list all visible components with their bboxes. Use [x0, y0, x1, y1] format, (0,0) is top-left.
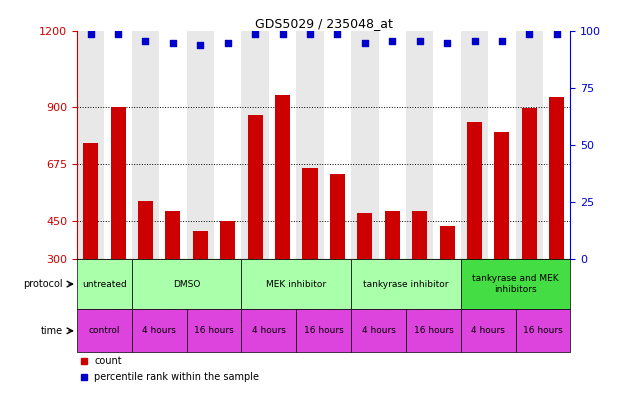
Bar	[242, 309, 296, 352]
Bar	[351, 259, 461, 309]
Point	[332, 31, 342, 37]
Text: 4 hours: 4 hours	[362, 326, 395, 335]
Text: 16 hours: 16 hours	[523, 326, 563, 335]
Text: 4 hours: 4 hours	[252, 326, 286, 335]
Point	[222, 40, 233, 46]
Text: tankyrase and MEK
inhibitors: tankyrase and MEK inhibitors	[472, 274, 559, 294]
Point	[524, 31, 535, 37]
Text: time: time	[41, 326, 63, 336]
Title: GDS5029 / 235048_at: GDS5029 / 235048_at	[254, 17, 393, 30]
Bar	[303, 168, 317, 259]
Bar	[132, 309, 187, 352]
Bar	[187, 31, 214, 259]
Text: control: control	[88, 326, 120, 335]
Bar	[214, 31, 242, 259]
Bar	[494, 132, 510, 259]
Bar	[165, 211, 180, 259]
Point	[250, 31, 260, 37]
Bar	[132, 31, 159, 259]
Bar	[221, 221, 235, 259]
Bar	[247, 115, 263, 259]
Text: 16 hours: 16 hours	[194, 326, 234, 335]
Point	[85, 31, 96, 37]
Text: protocol: protocol	[24, 279, 63, 289]
Text: count: count	[94, 356, 122, 367]
Bar	[104, 31, 132, 259]
Bar	[385, 211, 400, 259]
Bar	[132, 259, 242, 309]
Point	[113, 31, 123, 37]
Bar	[488, 31, 515, 259]
Bar	[467, 122, 482, 259]
Point	[140, 37, 151, 44]
Bar	[269, 31, 296, 259]
Bar	[379, 31, 406, 259]
Point	[442, 40, 453, 46]
Text: percentile rank within the sample: percentile rank within the sample	[94, 372, 259, 382]
Bar	[406, 309, 461, 352]
Bar	[412, 211, 427, 259]
Bar	[159, 31, 187, 259]
Bar	[543, 31, 570, 259]
Text: 4 hours: 4 hours	[142, 326, 176, 335]
Bar	[330, 174, 345, 259]
Bar	[83, 143, 98, 259]
Point	[278, 31, 288, 37]
Point	[552, 31, 562, 37]
Bar	[187, 309, 242, 352]
Bar	[406, 31, 433, 259]
Point	[360, 40, 370, 46]
Text: tankyrase inhibitor: tankyrase inhibitor	[363, 279, 449, 288]
Bar	[110, 107, 126, 259]
Bar	[515, 309, 570, 352]
Point	[195, 42, 205, 48]
Bar	[77, 259, 132, 309]
Bar	[138, 201, 153, 259]
Point	[469, 37, 479, 44]
Point	[387, 37, 397, 44]
Bar	[433, 31, 461, 259]
Bar	[242, 259, 351, 309]
Bar	[324, 31, 351, 259]
Text: 16 hours: 16 hours	[304, 326, 344, 335]
Text: DMSO: DMSO	[173, 279, 200, 288]
Bar	[522, 108, 537, 259]
Text: MEK inhibitor: MEK inhibitor	[266, 279, 326, 288]
Bar	[77, 309, 132, 352]
Point	[415, 37, 425, 44]
Bar	[461, 309, 515, 352]
Bar	[296, 309, 351, 352]
Point	[305, 31, 315, 37]
Text: 4 hours: 4 hours	[471, 326, 505, 335]
Text: 16 hours: 16 hours	[413, 326, 453, 335]
Bar	[296, 31, 324, 259]
Bar	[440, 226, 454, 259]
Text: untreated: untreated	[82, 279, 127, 288]
Bar	[357, 213, 372, 259]
Point	[497, 37, 507, 44]
Bar	[461, 31, 488, 259]
Bar	[351, 309, 406, 352]
Point	[168, 40, 178, 46]
Bar	[461, 259, 570, 309]
Bar	[242, 31, 269, 259]
Bar	[515, 31, 543, 259]
Bar	[193, 231, 208, 259]
Bar	[275, 95, 290, 259]
Bar	[77, 31, 104, 259]
Bar	[351, 31, 379, 259]
Bar	[549, 97, 564, 259]
